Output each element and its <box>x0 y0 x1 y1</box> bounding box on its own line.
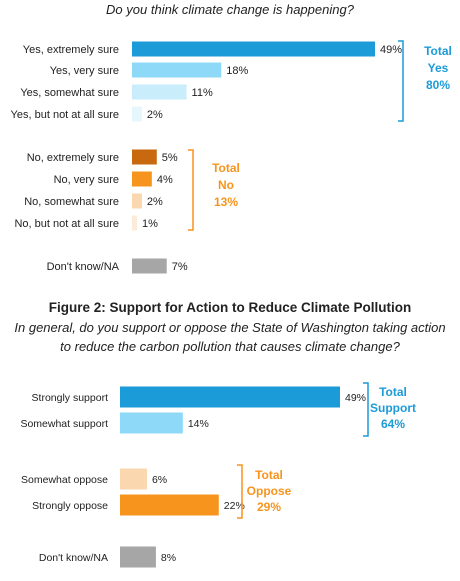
category-label: Yes, but not at all sure <box>11 109 119 121</box>
group-total-label: Total <box>379 385 407 399</box>
bar <box>132 106 142 122</box>
figure2-title: Figure 2: Support for Action to Reduce C… <box>48 300 412 315</box>
group-bracket <box>363 382 369 437</box>
value-label: 7% <box>172 261 188 273</box>
group-total-label: Total <box>212 161 240 175</box>
bar <box>120 546 156 568</box>
value-label: 49% <box>380 44 402 56</box>
bar <box>120 412 183 434</box>
chart1-question: Do you think climate change is happening… <box>106 2 354 17</box>
category-label: Strongly oppose <box>32 500 108 512</box>
category-label: No, but not at all sure <box>14 218 119 230</box>
group-bracket <box>237 464 243 519</box>
value-label: 22% <box>224 500 245 512</box>
value-label: 2% <box>147 196 163 208</box>
category-label: Don't know/NA <box>39 552 108 564</box>
value-label: 14% <box>188 418 209 430</box>
value-label: 18% <box>226 65 248 77</box>
bar <box>132 84 187 100</box>
category-label: No, somewhat sure <box>24 196 119 208</box>
value-label: 49% <box>345 392 366 404</box>
bar <box>120 494 219 516</box>
category-label: Somewhat support <box>20 418 108 430</box>
figure2-question-line: In general, do you support or oppose the… <box>14 320 446 335</box>
group-total-label: 80% <box>426 78 450 92</box>
category-label: Strongly support <box>32 392 109 404</box>
group-total-label: Total <box>255 468 283 482</box>
category-label: Don't know/NA <box>47 261 120 273</box>
category-label: Somewhat oppose <box>21 474 108 486</box>
figure2-question-line: to reduce the carbon pollution that caus… <box>60 339 400 354</box>
category-label: No, very sure <box>54 174 119 186</box>
bar <box>132 149 157 165</box>
value-label: 2% <box>147 109 163 121</box>
bar <box>120 386 340 408</box>
bar <box>132 258 167 274</box>
figure2-question: In general, do you support or oppose the… <box>0 318 460 356</box>
category-label: No, extremely sure <box>27 152 119 164</box>
group-total-label: 13% <box>214 195 238 209</box>
group-bracket <box>188 149 194 231</box>
bar <box>120 468 147 490</box>
bar <box>132 41 375 57</box>
group-total-label: 64% <box>381 417 405 431</box>
group-total-label: No <box>218 178 234 192</box>
group-bracket <box>398 40 404 122</box>
group-total-label: 29% <box>257 500 281 514</box>
value-label: 5% <box>162 152 178 164</box>
group-total-label: Yes <box>428 61 449 75</box>
bar <box>132 193 142 209</box>
value-label: 1% <box>142 218 158 230</box>
bar <box>132 171 152 187</box>
bar <box>132 215 137 231</box>
category-label: Yes, extremely sure <box>23 44 119 56</box>
value-label: 4% <box>157 174 173 186</box>
bar <box>132 62 222 78</box>
value-label: 11% <box>192 87 213 99</box>
value-label: 6% <box>152 474 167 486</box>
group-total-label: Support <box>370 401 416 415</box>
value-label: 8% <box>161 552 176 564</box>
category-label: Yes, very sure <box>50 65 119 77</box>
category-label: Yes, somewhat sure <box>20 87 119 99</box>
group-total-label: Oppose <box>247 484 292 498</box>
group-total-label: Total <box>424 44 452 58</box>
